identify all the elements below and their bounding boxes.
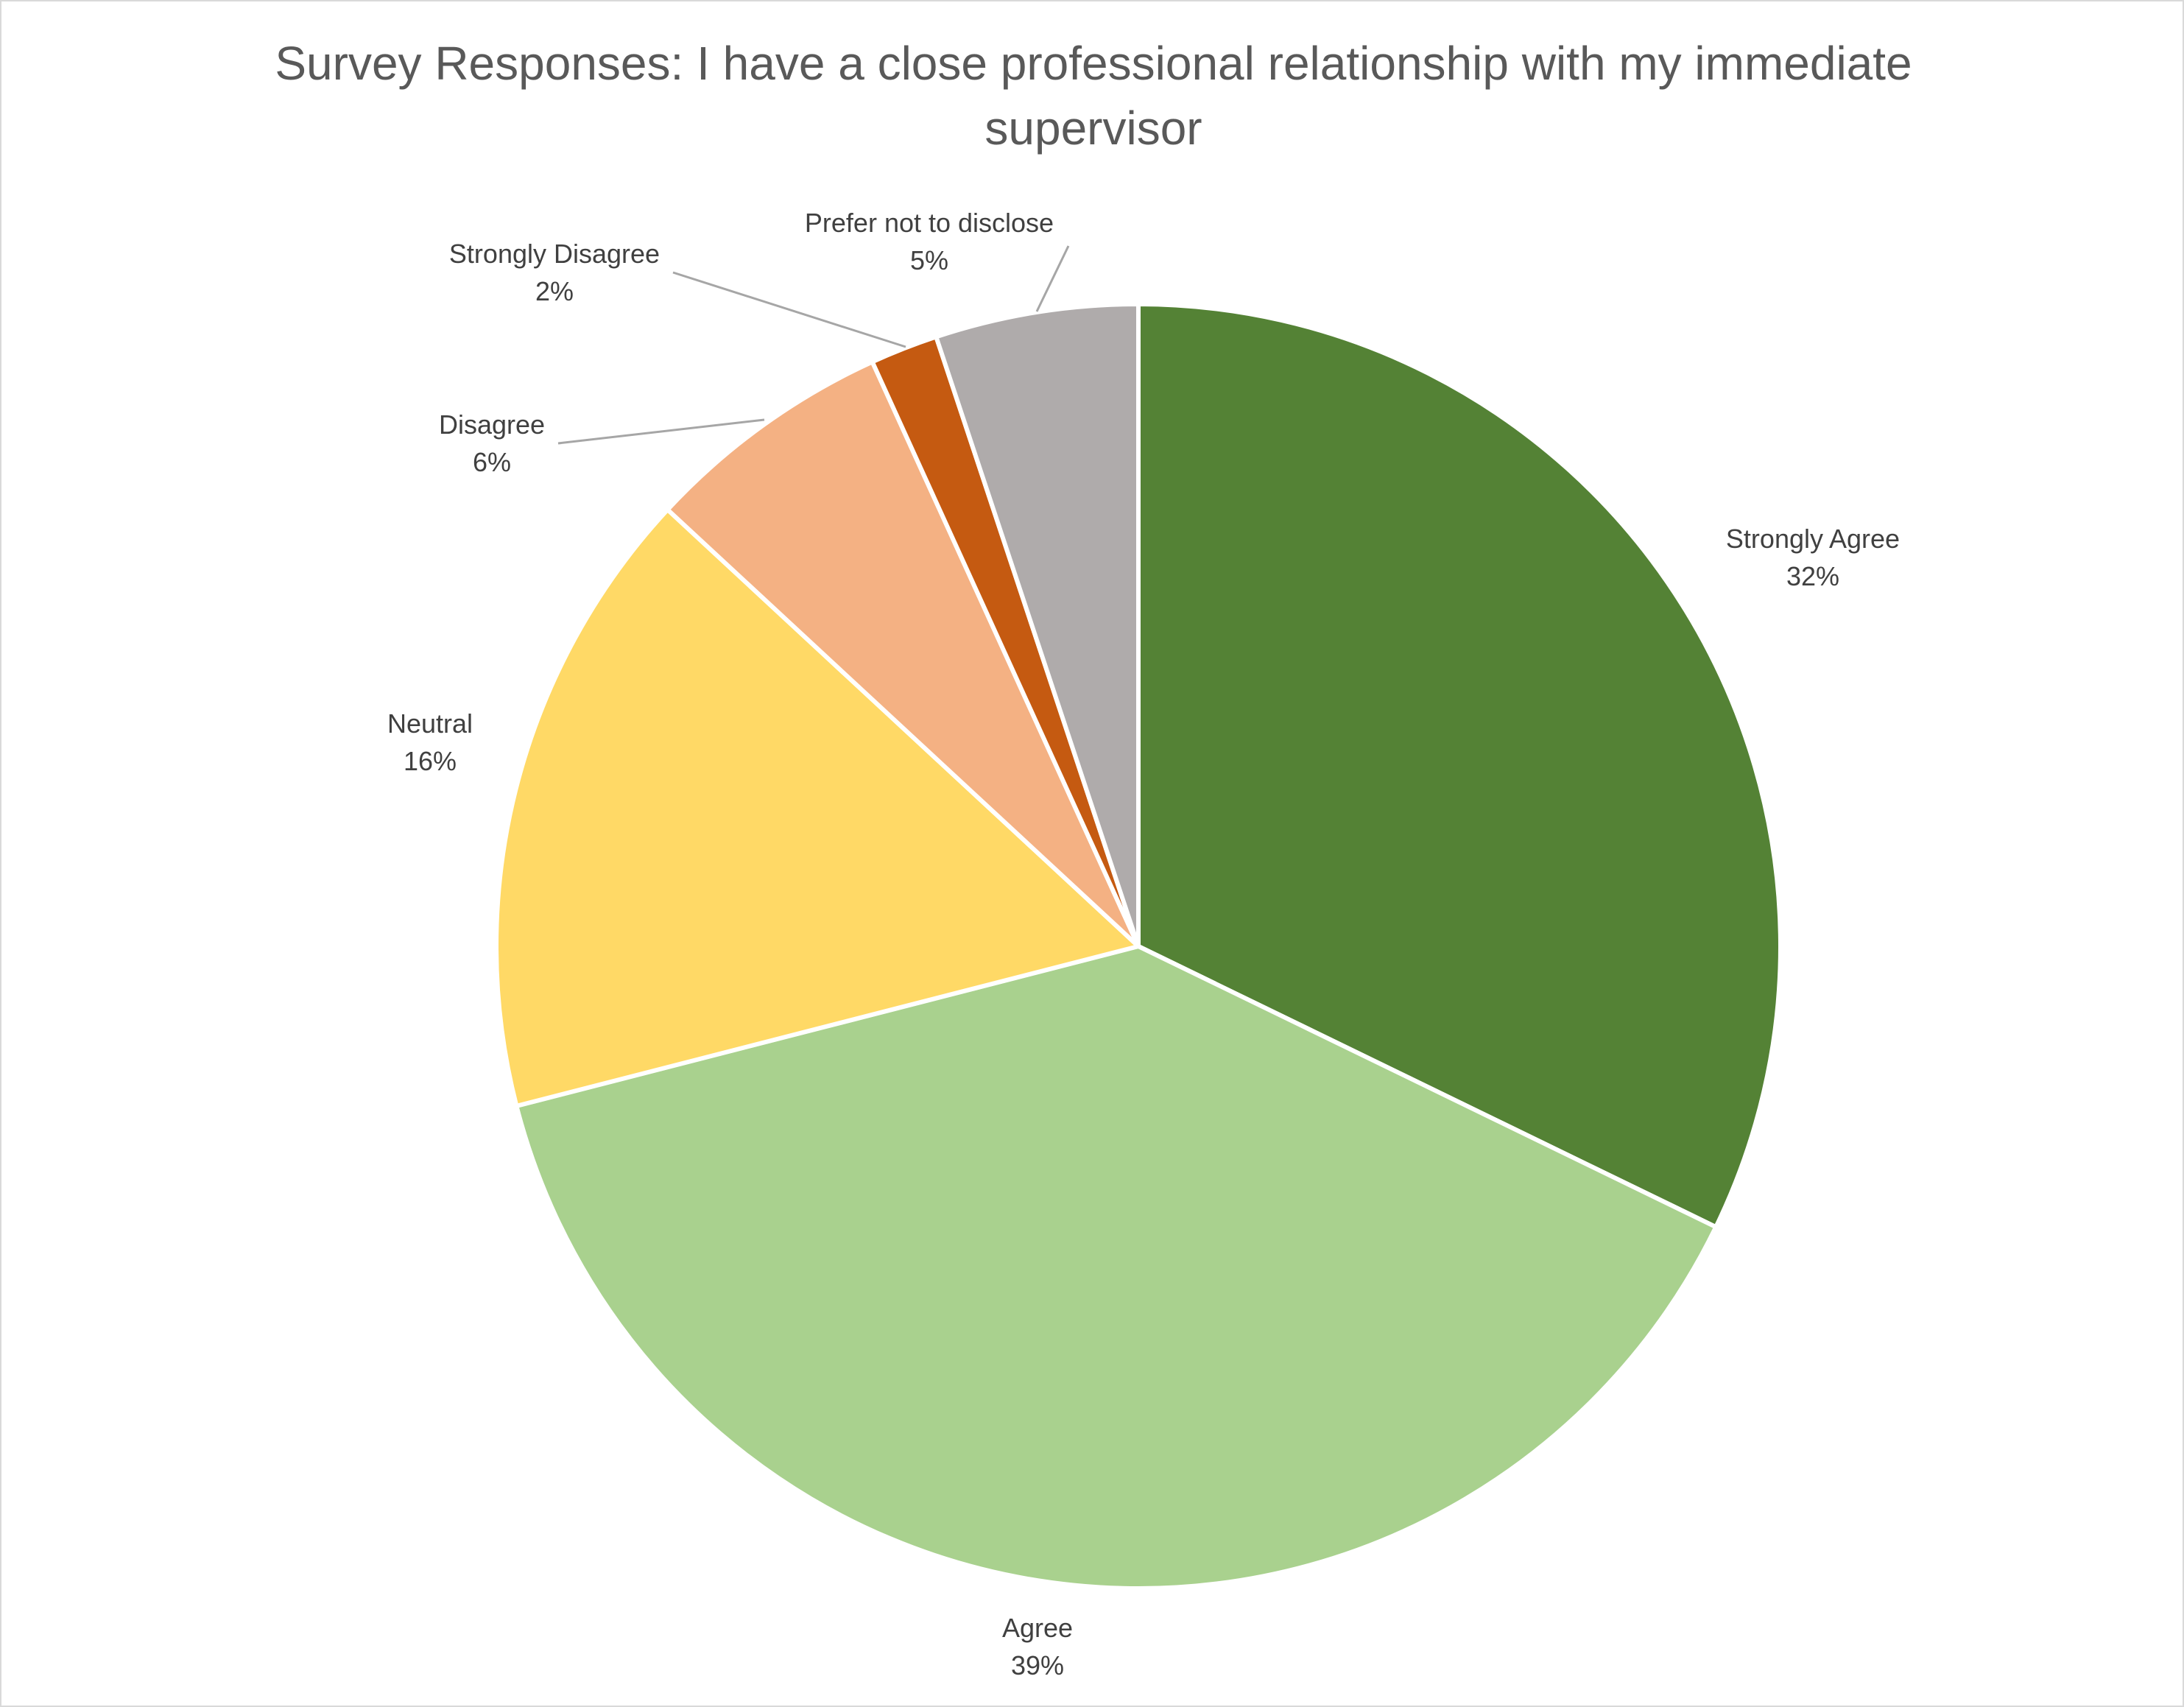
data-label-category: Agree (1002, 1613, 1073, 1643)
data-label-percent: 6% (473, 447, 511, 477)
pie-slice-prefer-not-to-disclose (934, 302, 1141, 948)
data-label-percent: 32% (1786, 561, 1839, 591)
data-label-agree: Agree 39% (1002, 1613, 1073, 1680)
data-label-category: Neutral (387, 708, 473, 739)
leader-line-strongly-disagree (672, 271, 906, 348)
leader-line-disagree (557, 418, 765, 445)
data-label-percent: 39% (1011, 1650, 1064, 1680)
pie-slice-strongly-agree (1136, 302, 1783, 1230)
pie-slice-agree (514, 944, 1719, 1591)
pie-slice-disagree (665, 359, 1141, 948)
data-label-disagree: Disagree 6% (439, 409, 545, 477)
data-label-category: Disagree (439, 409, 545, 440)
data-label-percent: 5% (910, 245, 948, 275)
data-label-category: Strongly Agree (1726, 524, 1900, 554)
data-label-percent: 2% (535, 276, 574, 306)
data-label-category: Prefer not to disclose (805, 208, 1054, 238)
data-label-category: Strongly Disagree (449, 239, 660, 269)
chart-title: Survey Responses: I have a close profess… (275, 37, 1912, 155)
pie-slice-neutral (494, 507, 1141, 1108)
data-label-prefer-not-to-disclose: Prefer not to disclose 5% (805, 208, 1054, 275)
data-label-percent: 16% (404, 746, 457, 776)
data-label-neutral: Neutral 16% (387, 708, 473, 776)
data-label-strongly-agree: Strongly Agree 32% (1726, 524, 1900, 591)
leader-line-prefer-not-to-disclose (1035, 245, 1070, 312)
data-label-strongly-disagree: Strongly Disagree 2% (449, 239, 660, 306)
